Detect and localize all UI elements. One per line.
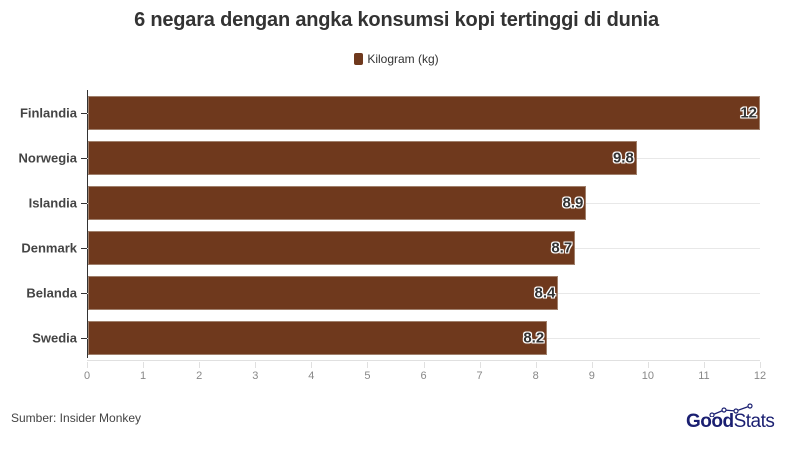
x-tick-label: 8 — [532, 370, 539, 382]
bar-belanda: 8.4 — [88, 276, 559, 310]
x-tick-mark — [311, 362, 313, 368]
category-label: Swedia — [32, 330, 77, 346]
x-tick-mark — [143, 362, 145, 368]
legend: Kilogram (kg) — [0, 52, 793, 66]
x-axis: 0 1 2 3 4 5 6 7 8 9 10 11 12 — [83, 360, 766, 382]
x-axis-line — [87, 360, 760, 361]
x-tick-mark — [591, 362, 593, 368]
bar-denmark: 8.7 — [88, 231, 576, 265]
category-label: Belanda — [26, 285, 77, 301]
value-label: 8.9 — [562, 194, 584, 212]
category-label: Finlandia — [19, 105, 77, 121]
y-tick-mark — [81, 338, 87, 339]
x-tick-mark — [647, 362, 649, 368]
x-tick-label: 0 — [83, 370, 91, 382]
x-tick-label: 4 — [308, 370, 315, 382]
x-tick-mark — [760, 362, 761, 368]
y-tick-mark — [81, 113, 87, 114]
logo-good: Good — [686, 411, 734, 432]
x-tick-label: 3 — [252, 370, 259, 382]
x-tick-label: 6 — [420, 370, 427, 382]
y-axis-line — [87, 90, 88, 358]
value-label: 12 — [740, 104, 757, 122]
y-tick-mark — [81, 203, 87, 204]
plot-area: 12 9.8 8.9 8.7 8.4 8.2 — [81, 90, 760, 358]
value-label: 9.8 — [612, 149, 634, 167]
logo-text: GoodStats — [686, 411, 775, 433]
logo-stats: Stats — [733, 411, 775, 432]
bar-norwegia: 9.8 — [88, 141, 637, 175]
bar-swedia: 8.2 — [88, 321, 548, 355]
x-tick-label: 12 — [753, 370, 767, 382]
x-tick-mark — [255, 362, 257, 368]
legend-swatch — [354, 53, 364, 65]
x-tick-mark — [87, 362, 88, 368]
trend-line-icon — [709, 403, 753, 417]
x-tick-mark — [199, 362, 201, 368]
x-tick-label: 5 — [364, 370, 371, 382]
y-tick-mark — [81, 248, 87, 249]
y-tick-mark — [81, 158, 87, 159]
x-tick-label: 9 — [588, 370, 595, 382]
x-tick-mark — [535, 362, 537, 368]
chart-title: 6 negara dengan angka konsumsi kopi tert… — [134, 9, 659, 31]
x-tick-mark — [703, 362, 705, 368]
x-tick-mark — [367, 362, 369, 368]
source-note: Sumber: Insider Monkey — [11, 411, 142, 425]
goodstats-logo: GoodStats — [686, 403, 786, 433]
x-tick-label: 1 — [140, 370, 147, 382]
x-tick-label: 2 — [196, 370, 203, 382]
x-tick-mark — [479, 362, 481, 368]
category-label: Norwegia — [18, 150, 77, 166]
category-label: Denmark — [21, 240, 77, 256]
category-label: Islandia — [28, 195, 77, 211]
x-tick-label: 10 — [641, 370, 654, 382]
value-label: 8.2 — [523, 329, 545, 347]
x-tick-label: 7 — [476, 370, 483, 382]
legend-label: Kilogram (kg) — [367, 52, 439, 66]
x-tick-mark — [423, 362, 425, 368]
value-label: 8.7 — [551, 239, 573, 257]
bar-finlandia: 12 — [88, 96, 760, 130]
value-label: 8.4 — [534, 284, 556, 302]
y-tick-mark — [81, 293, 87, 294]
x-tick-label: 11 — [698, 370, 710, 382]
bar-islandia: 8.9 — [88, 186, 587, 220]
